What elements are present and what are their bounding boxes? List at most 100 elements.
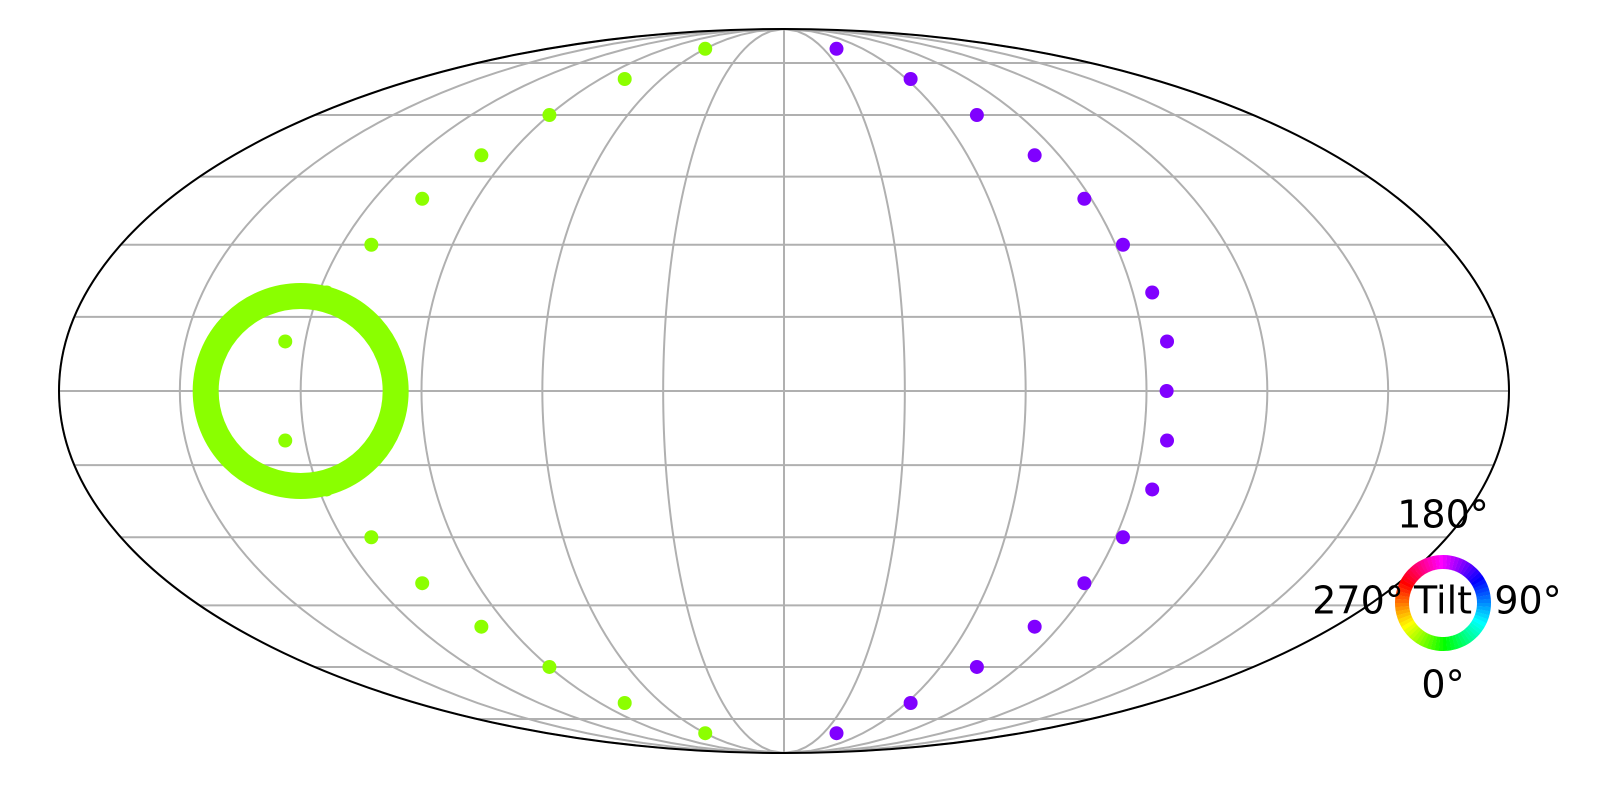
highlight-ring xyxy=(192,283,409,499)
wheel-segment xyxy=(1451,634,1460,650)
wheel-segment xyxy=(1474,586,1490,595)
wheel-segment xyxy=(1401,620,1416,631)
wheel-segment xyxy=(1412,629,1424,643)
wheel-segment xyxy=(1419,632,1429,647)
wheel-left-label: 270° xyxy=(1312,579,1404,623)
wheel-segment xyxy=(1411,563,1424,578)
scatter-point xyxy=(1160,433,1175,448)
wheel-segment xyxy=(1468,571,1483,584)
wheel-segment xyxy=(1476,605,1491,612)
scatter-point xyxy=(278,433,293,448)
wheel-segment xyxy=(1399,579,1414,589)
wheel-segment xyxy=(1472,578,1487,589)
wheel-segment xyxy=(1408,566,1422,580)
wheel-segment xyxy=(1395,590,1411,598)
wheel-segment xyxy=(1395,608,1411,616)
scatter-point xyxy=(1115,530,1130,545)
wheel-segment xyxy=(1397,582,1413,592)
wheel-segment xyxy=(1457,559,1467,574)
wheel-segment xyxy=(1459,561,1471,576)
wheel-segment xyxy=(1399,617,1414,628)
wheel-segment xyxy=(1470,619,1485,631)
scatter-point xyxy=(1027,148,1042,163)
wheel-segment xyxy=(1434,555,1441,570)
wheel-segment xyxy=(1401,575,1416,587)
wheel-segment xyxy=(1472,617,1487,627)
wheel-segment xyxy=(1469,622,1483,634)
wheel-segment xyxy=(1454,633,1464,649)
wheel-segment xyxy=(1451,556,1460,572)
wheel-segment xyxy=(1464,566,1477,579)
wheel-segment xyxy=(1406,569,1419,582)
wheel-segment xyxy=(1426,634,1435,650)
wheel-segment xyxy=(1473,614,1489,624)
wheel-segment xyxy=(1409,627,1422,640)
wheel-segment xyxy=(1395,605,1410,612)
scatter-point xyxy=(969,108,984,123)
scatter-point xyxy=(829,726,844,741)
wheel-segment xyxy=(1462,628,1475,643)
scatter-point xyxy=(364,237,379,252)
scatter-point xyxy=(903,71,918,86)
wheel-segment xyxy=(1445,636,1452,651)
wheel-segment xyxy=(1415,630,1427,645)
wheel-segment xyxy=(1457,632,1468,647)
wheel-center-label: Tilt xyxy=(1413,579,1472,623)
wheel-segment xyxy=(1430,635,1438,651)
wheel-segments xyxy=(1395,554,1491,652)
wheel-top-label: 180° xyxy=(1397,493,1489,537)
scatter-point xyxy=(415,191,430,206)
scatter-point xyxy=(1115,237,1130,252)
wheel-segment xyxy=(1434,636,1441,651)
scatter-point xyxy=(542,659,557,674)
wheel-segment xyxy=(1403,572,1417,584)
wheel-right-label: 90° xyxy=(1494,579,1561,623)
wheel-segment xyxy=(1467,624,1480,637)
wheel-segment xyxy=(1396,586,1412,595)
wheel-segment xyxy=(1475,608,1491,616)
wheel-segment xyxy=(1476,602,1491,608)
scatter-point xyxy=(617,71,632,86)
wheel-segment xyxy=(1476,594,1491,601)
wheel-segment xyxy=(1474,611,1490,620)
scatter-point xyxy=(969,659,984,674)
scatter-point xyxy=(1145,285,1160,300)
highlight-ring-layer xyxy=(192,283,409,499)
wheel-segment xyxy=(1473,582,1489,592)
wheel-bottom-label: 0° xyxy=(1421,663,1464,707)
wheel-segment xyxy=(1462,563,1474,577)
wheel-segment xyxy=(1448,555,1456,571)
scatter-point xyxy=(1077,191,1092,206)
wheel-segment xyxy=(1403,622,1418,635)
scatter-point xyxy=(1145,482,1160,497)
wheel-segment xyxy=(1406,624,1420,638)
tilt-color-wheel: Tilt 180° 90° 0° 270° xyxy=(1312,493,1561,707)
wheel-segment xyxy=(1442,554,1448,570)
wheel-segment xyxy=(1430,555,1438,571)
wheel-segment xyxy=(1470,575,1485,586)
scatter-point xyxy=(1027,619,1042,634)
scatter-point xyxy=(1077,576,1092,591)
scatter-point xyxy=(1160,334,1175,349)
scatter-point xyxy=(617,696,632,711)
wheel-segment xyxy=(1418,559,1429,574)
scatter-point xyxy=(364,530,379,545)
scatter-point xyxy=(542,108,557,123)
scatter-point xyxy=(278,334,293,349)
wheel-segment xyxy=(1422,557,1432,573)
wheel-segment xyxy=(1395,598,1410,604)
scatter-point xyxy=(1159,384,1174,398)
scatter-point xyxy=(698,41,713,56)
wheel-segment xyxy=(1445,555,1452,570)
wheel-segment xyxy=(1397,614,1413,624)
scatter-point xyxy=(474,148,489,163)
scatter-point xyxy=(698,726,713,741)
scatter-point xyxy=(474,619,489,634)
scatter-point xyxy=(903,696,918,711)
grid-layer xyxy=(57,28,1511,754)
points-layer xyxy=(278,41,1175,741)
wheel-segment xyxy=(1448,635,1456,651)
wheel-segment xyxy=(1475,590,1491,598)
wheel-segment xyxy=(1464,626,1478,640)
